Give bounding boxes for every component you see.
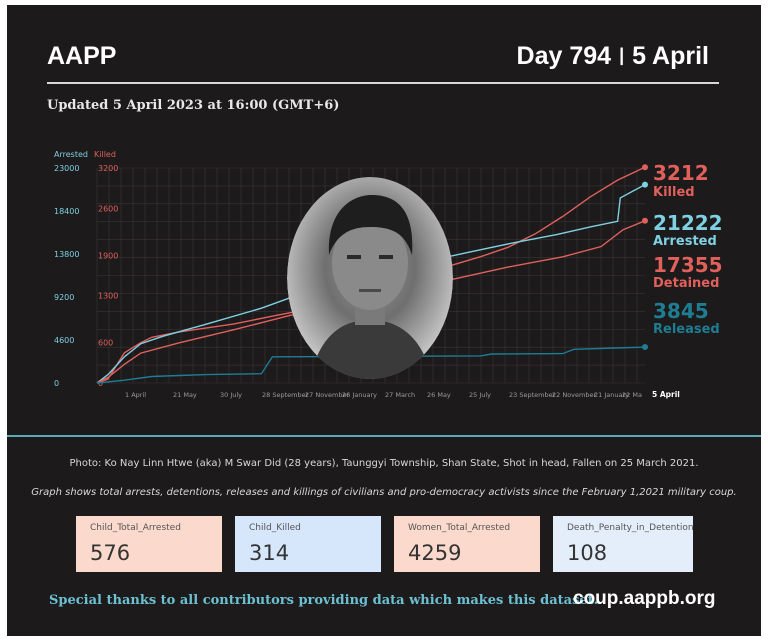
x-tick-label: 28 September	[262, 391, 309, 399]
line-chart: Arrested Killed 23000 18400 13800 9200 4600 0 3…	[54, 150, 723, 399]
tick-label-killed: 1900	[98, 251, 118, 260]
x-tick-label: 21 January	[594, 391, 629, 399]
series-line-released	[96, 346, 646, 384]
tick-label-arrested: 23000	[54, 164, 79, 173]
series-end-point-detained	[642, 217, 648, 224]
series-end-point-killed	[642, 164, 648, 171]
site-link[interactable]: coup.aappb.org	[573, 588, 716, 609]
stat-child-total-arrested: Child_Total_Arrested 576	[76, 516, 222, 572]
x-tick-label: 22 November	[552, 391, 596, 399]
x-tick-label: 27 March	[385, 391, 415, 399]
series-name-killed: Killed	[653, 185, 695, 200]
series-end-point-arrested	[642, 181, 648, 188]
stat-label: Child_Total_Arrested	[90, 523, 181, 533]
tick-label-arrested: 9200	[54, 293, 74, 302]
x-tick-label: 26 May	[427, 391, 451, 399]
section-divider	[7, 435, 761, 437]
tick-label-killed: 0	[98, 379, 103, 388]
series-end-point-released	[642, 344, 648, 351]
x-tick-label: 27 November	[305, 391, 349, 399]
header-rule	[47, 82, 719, 84]
day-counter: Day 794 | 5 April	[517, 42, 709, 71]
stat-value: 314	[249, 541, 290, 565]
x-tick-label: 21 May	[173, 391, 197, 399]
photo-mouth	[359, 289, 381, 292]
series-name-released: Released	[653, 322, 720, 337]
x-tick-label: 5 April	[652, 390, 680, 399]
brand-title: AAPP	[47, 42, 117, 70]
series-name-detained: Detained	[653, 276, 719, 291]
stat-label: Death_Penalty_in_Detention	[567, 523, 694, 533]
stat-value: 4259	[408, 541, 462, 565]
tick-label-arrested: 0	[54, 379, 59, 388]
infographic-card: AAPP Day 794 | 5 April Updated 5 April 202…	[7, 5, 761, 636]
x-tick-label: 30 July	[220, 391, 242, 399]
series-name-arrested: Arrested	[653, 234, 717, 249]
x-tick-label: 22 Ma	[622, 391, 642, 399]
series-value-arrested: 21222	[653, 211, 723, 235]
y-axis-ticks: 23000 18400 13800 9200 4600 0 3200 2600 1900 1300…	[54, 164, 118, 388]
tick-label-arrested: 13800	[54, 250, 79, 259]
tick-label-arrested: 18400	[54, 207, 79, 216]
photo-eye-left	[347, 255, 361, 259]
tick-label-killed: 600	[98, 339, 113, 348]
day-number: Day 794	[516, 42, 612, 70]
series-value-released: 3845	[653, 299, 709, 323]
stat-label: Women_Total_Arrested	[408, 523, 511, 533]
series-value-detained: 17355	[653, 253, 723, 277]
stat-death-penalty-in-detention: Death_Penalty_in_Detention 108	[553, 516, 694, 572]
photo-hair	[328, 195, 413, 255]
day-date: 5 April	[632, 42, 709, 70]
tick-label-killed: 3200	[98, 164, 118, 173]
stat-child-killed: Child_Killed 314	[235, 516, 381, 572]
updated-timestamp: Updated 5 April 2023 at 16:00 (GMT+6)	[47, 98, 340, 113]
tick-label-killed: 1300	[98, 292, 118, 301]
graph-note: Graph shows total arrests, detentions, r…	[31, 487, 737, 498]
axis-title-killed: Killed	[94, 150, 116, 159]
victim-photo	[287, 177, 453, 379]
series-value-killed: 3212	[653, 161, 709, 185]
photo-eye-right	[379, 255, 393, 259]
stat-women-total-arrested: Women_Total_Arrested 4259	[394, 516, 540, 572]
x-tick-label: 26 January	[342, 391, 377, 399]
x-tick-label: 25 July	[469, 391, 491, 399]
stat-value: 576	[90, 541, 131, 565]
stat-value: 108	[567, 541, 608, 565]
stat-label: Child_Killed	[249, 523, 301, 533]
photo-caption: Photo: Ko Nay Linn Htwe (aka) M Swar Did…	[69, 458, 699, 469]
x-tick-label: 1 April	[125, 391, 146, 399]
axis-title-arrested: Arrested	[54, 150, 88, 159]
x-tick-label: 23 September	[509, 391, 556, 399]
axis-titles: Arrested Killed	[54, 150, 116, 159]
tick-label-killed: 2600	[98, 204, 118, 213]
thanks-note: Special thanks to all contributors provi…	[49, 593, 599, 608]
day-separator: |	[619, 45, 625, 65]
tick-label-arrested: 4600	[54, 336, 74, 345]
photo-face	[332, 216, 408, 310]
